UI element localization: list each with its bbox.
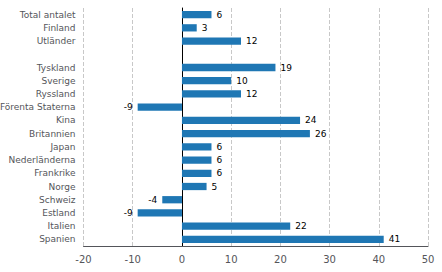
svg-text:19: 19 [280, 63, 292, 73]
svg-text:Frankrike: Frankrike [34, 168, 76, 178]
svg-text:Spanien: Spanien [39, 234, 75, 244]
svg-text:-10: -10 [125, 254, 141, 265]
svg-text:Förenta Staterna: Förenta Staterna [0, 102, 76, 112]
svg-text:10: 10 [225, 254, 238, 265]
svg-text:Italien: Italien [48, 221, 76, 231]
svg-text:5: 5 [212, 182, 218, 192]
svg-text:10: 10 [236, 76, 248, 86]
svg-text:6: 6 [216, 142, 222, 152]
svg-text:Ryssland: Ryssland [36, 89, 76, 99]
svg-text:Finland: Finland [43, 23, 75, 33]
svg-text:Nederländerna: Nederländerna [9, 155, 76, 165]
svg-text:12: 12 [246, 89, 257, 99]
svg-text:0: 0 [179, 254, 185, 265]
svg-text:Schweiz: Schweiz [39, 195, 76, 205]
svg-text:41: 41 [389, 234, 400, 244]
svg-text:22: 22 [295, 221, 306, 231]
svg-text:-9: -9 [124, 208, 133, 218]
svg-text:Kina: Kina [56, 115, 76, 125]
svg-text:6: 6 [216, 10, 222, 20]
svg-text:24: 24 [305, 115, 317, 125]
svg-text:6: 6 [216, 168, 222, 178]
svg-text:Sverige: Sverige [42, 76, 76, 86]
svg-text:40: 40 [372, 254, 385, 265]
svg-text:3: 3 [202, 23, 208, 33]
svg-text:6: 6 [216, 155, 222, 165]
svg-text:Japan: Japan [49, 142, 75, 152]
svg-text:Total antalet: Total antalet [19, 10, 76, 20]
svg-text:-4: -4 [148, 195, 157, 205]
svg-text:50: 50 [422, 254, 435, 265]
svg-text:26: 26 [315, 129, 327, 139]
svg-text:Britannien: Britannien [29, 129, 76, 139]
svg-text:-20: -20 [75, 254, 91, 265]
svg-text:Estland: Estland [42, 208, 75, 218]
svg-text:-9: -9 [124, 102, 133, 112]
svg-text:12: 12 [246, 36, 257, 46]
svg-text:30: 30 [323, 254, 336, 265]
svg-text:Norge: Norge [49, 182, 76, 192]
svg-text:20: 20 [274, 254, 287, 265]
svg-text:Utländer: Utländer [37, 36, 76, 46]
svg-text:Tyskland: Tyskland [36, 63, 76, 73]
